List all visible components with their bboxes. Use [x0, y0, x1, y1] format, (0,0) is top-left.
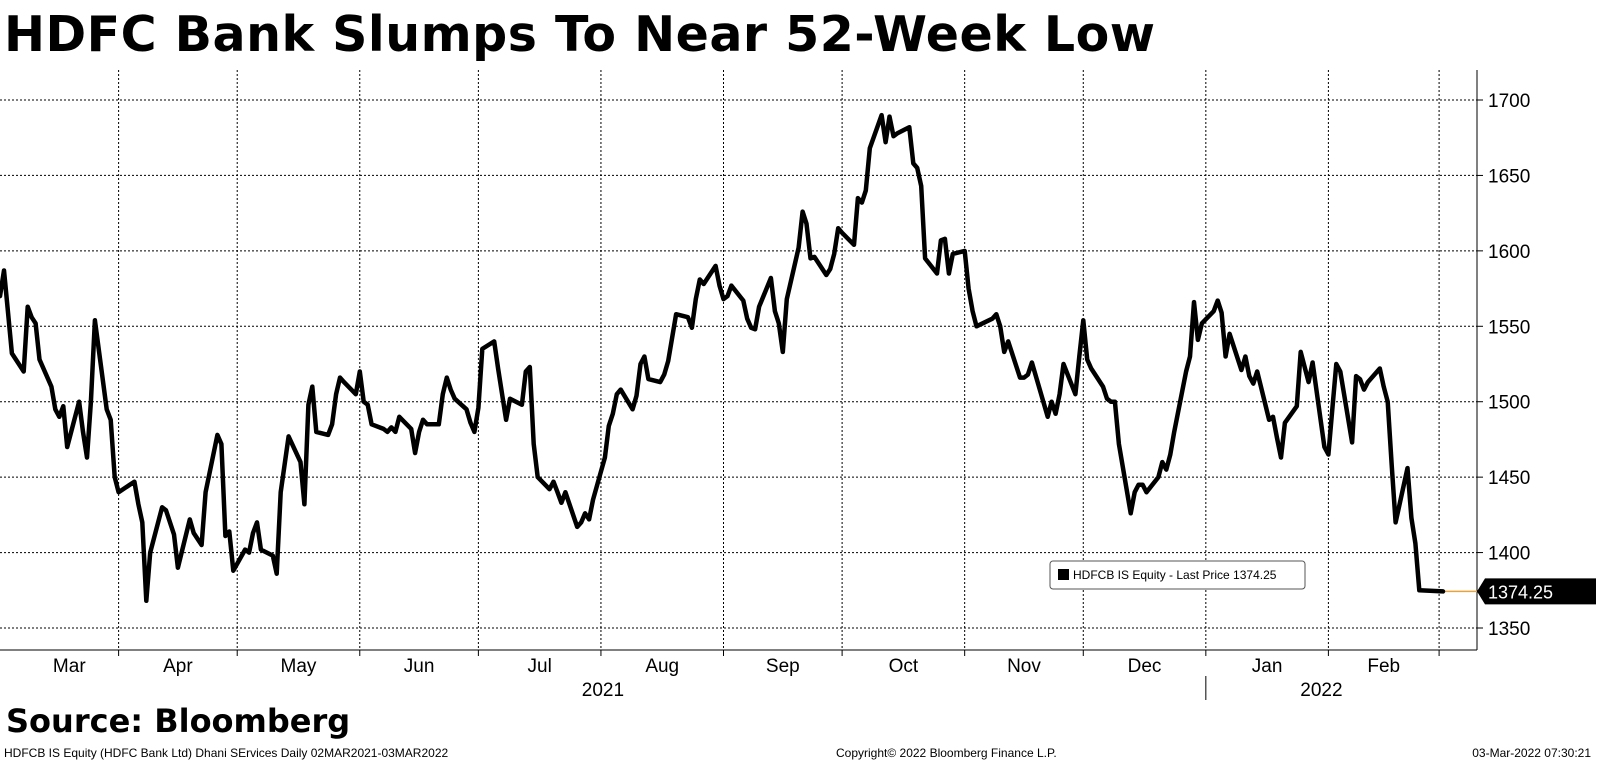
footer-timestamp: 03-Mar-2022 07:30:21: [1472, 746, 1591, 760]
y-tick-label: 1600: [1488, 242, 1530, 263]
y-tick-label: 1500: [1488, 393, 1530, 414]
x-tick-label: Sep: [766, 656, 800, 677]
x-tick-label: Apr: [163, 656, 193, 677]
footer-copyright: Copyright© 2022 Bloomberg Finance L.P.: [836, 746, 1057, 760]
grid-lines: [0, 70, 1477, 650]
x-tick-label: Dec: [1128, 656, 1162, 677]
x-tick-label: Oct: [889, 656, 919, 677]
year-label-2022: 2022: [1300, 680, 1342, 701]
x-axis-ticks: Mar Apr May Jun Jul Aug Sep Oct Nov Dec Jan Feb 2021…: [53, 650, 1440, 701]
x-tick-label: Jan: [1252, 656, 1283, 677]
footer-ticker-info: HDFCB IS Equity (HDFC Bank Ltd) Dhani SE…: [4, 746, 449, 760]
x-tick-label: Nov: [1007, 656, 1041, 677]
x-tick-label: May: [281, 656, 317, 677]
y-tick-label: 1400: [1488, 544, 1530, 565]
x-tick-label: Mar: [53, 656, 86, 677]
y-tick-label: 1450: [1488, 468, 1530, 489]
series-line-hdfcb: [0, 112, 1446, 604]
y-tick-label: 1550: [1488, 317, 1530, 338]
last-price-tag: 1374.25: [1477, 578, 1596, 605]
legend-swatch: [1058, 569, 1069, 580]
y-axis-ticks: 1350 1400 1450 1500 1550 1600 1650 1700: [1477, 91, 1530, 640]
x-tick-label: Aug: [645, 656, 679, 677]
x-tick-label: Feb: [1367, 656, 1400, 677]
y-tick-label: 1700: [1488, 91, 1530, 112]
source-label: Source: Bloomberg: [6, 702, 351, 740]
legend-box: HDFCB IS Equity - Last Price 1374.25: [1049, 560, 1306, 590]
x-tick-label: Jun: [404, 656, 435, 677]
y-tick-label: 1650: [1488, 166, 1530, 187]
chart-title: HDFC Bank Slumps To Near 52-Week Low: [4, 6, 1156, 63]
year-label-2021: 2021: [582, 680, 624, 701]
legend-label: HDFCB IS Equity - Last Price 1374.25: [1073, 568, 1277, 582]
y-tick-label: 1350: [1488, 619, 1530, 640]
x-tick-label: Jul: [528, 656, 552, 677]
last-price-value: 1374.25: [1488, 582, 1553, 602]
